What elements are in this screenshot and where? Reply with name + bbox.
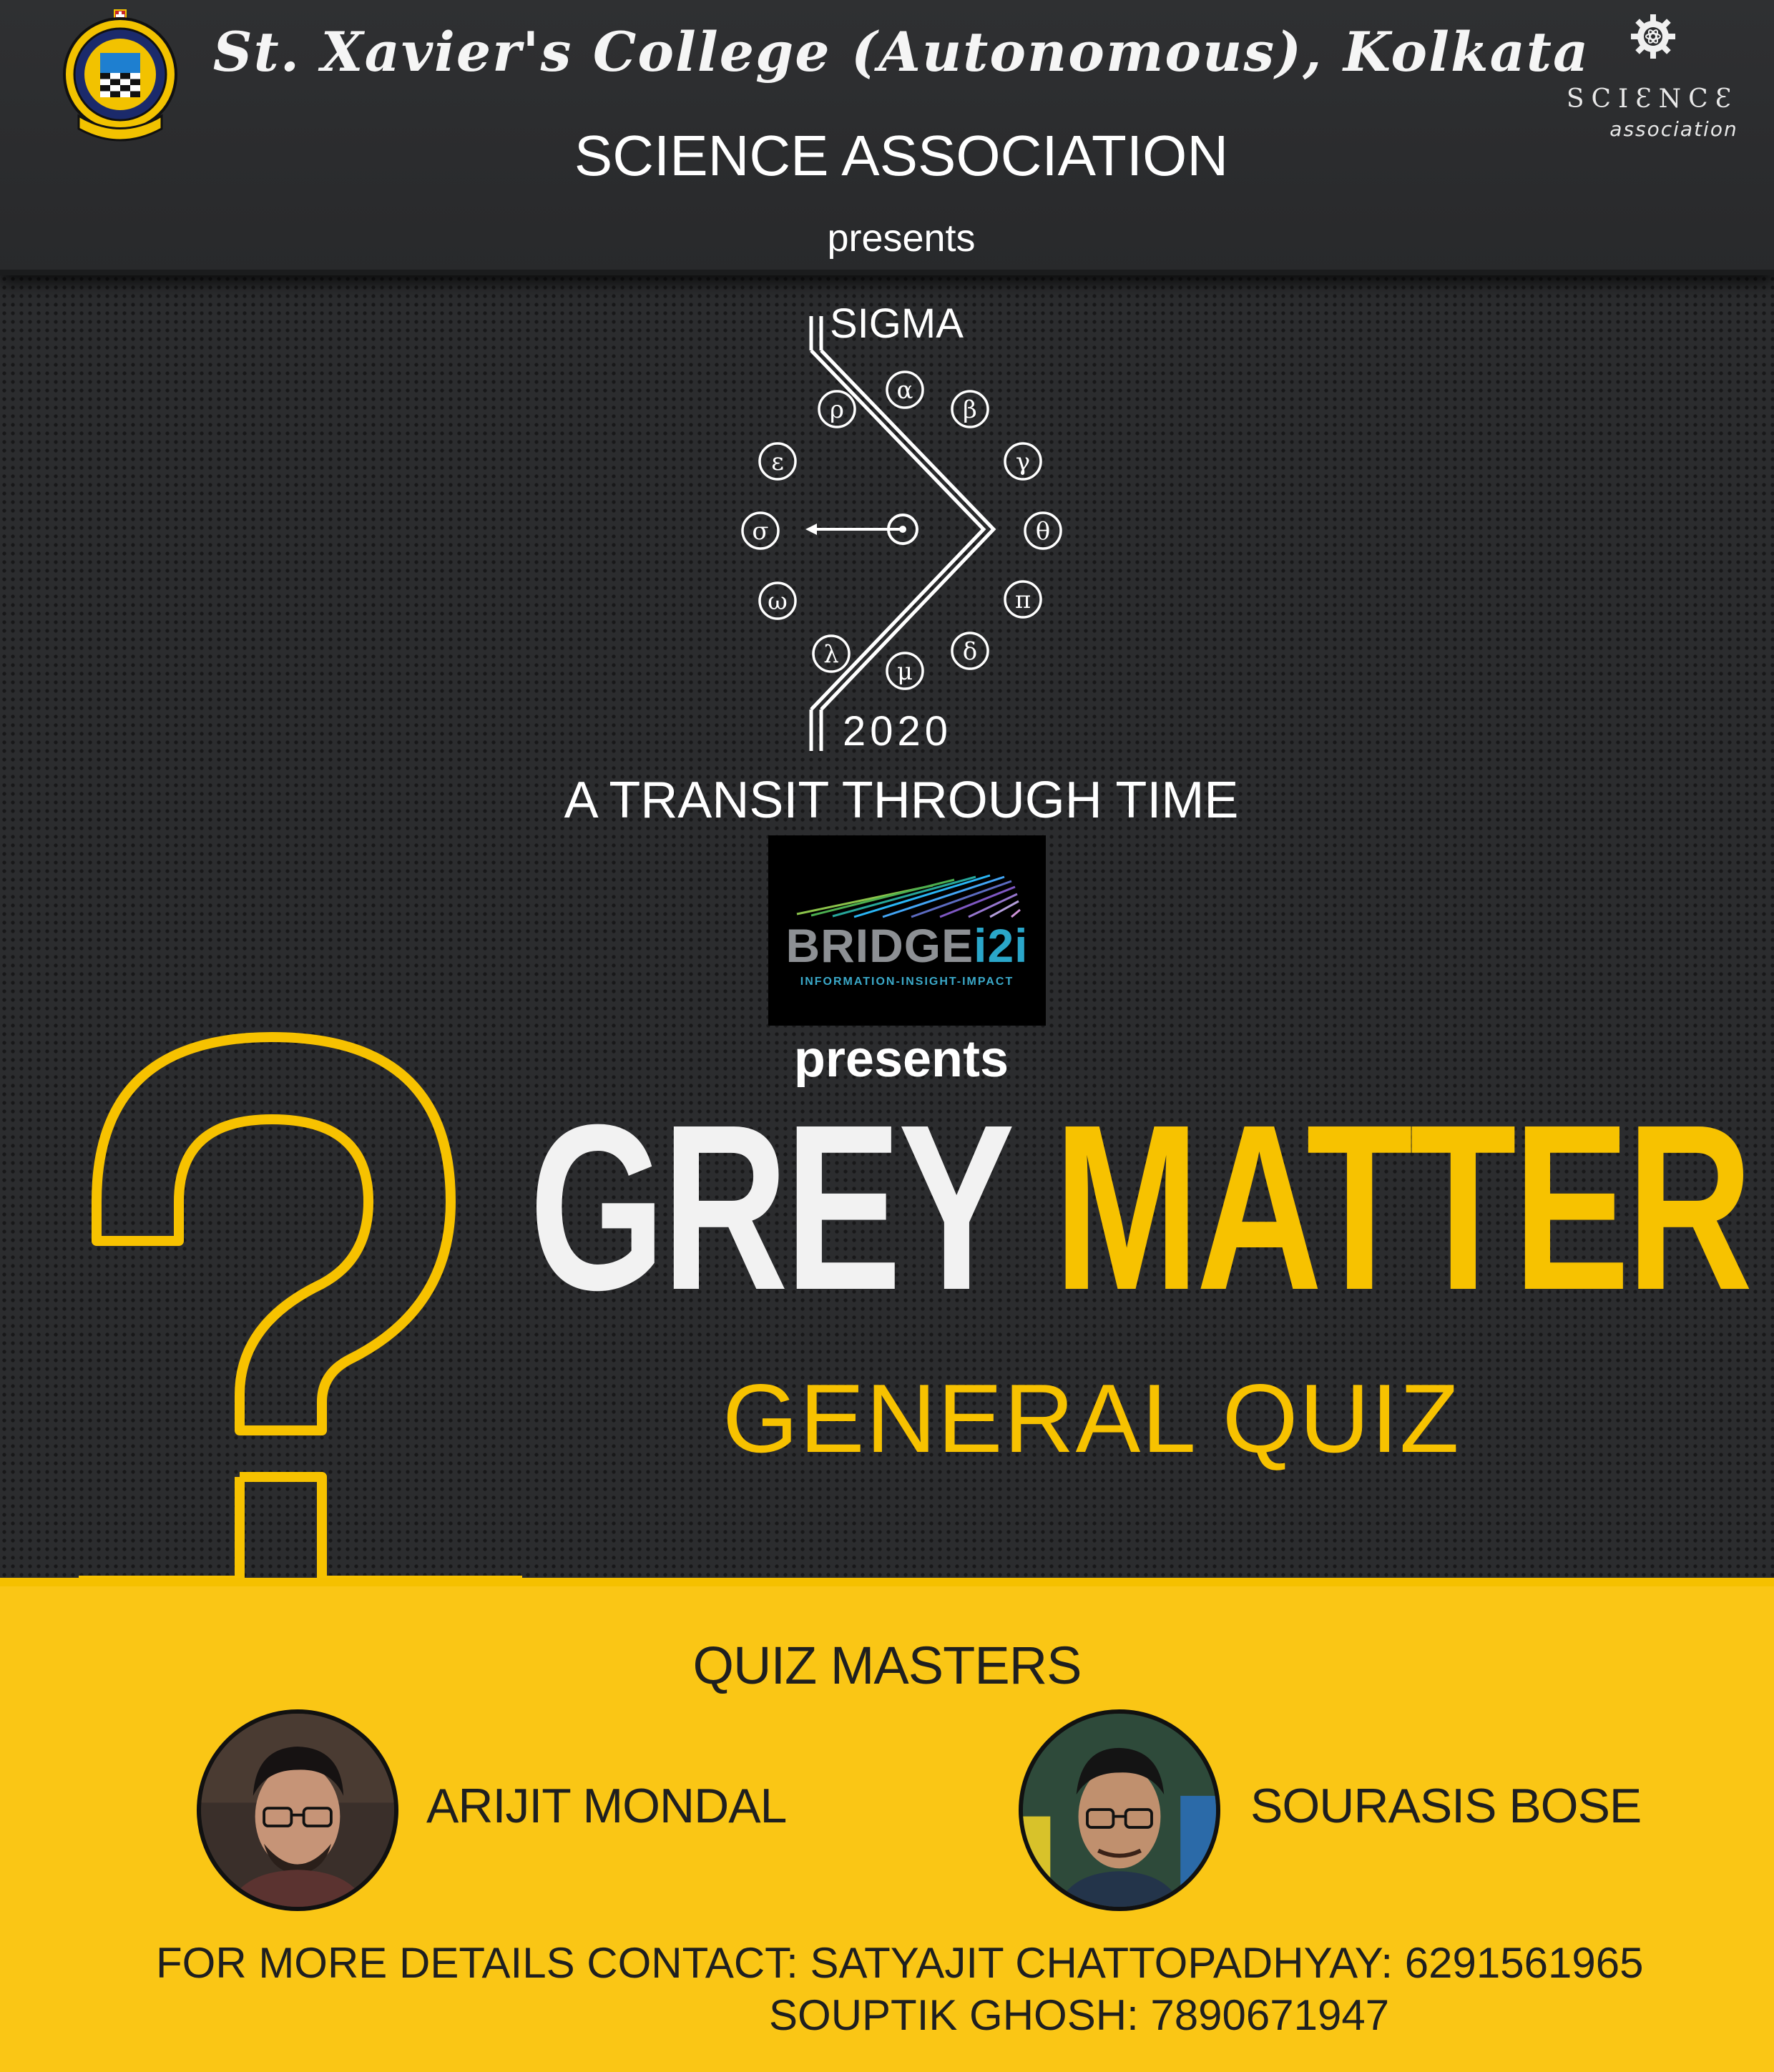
avatar-arijit xyxy=(197,1709,398,1911)
sigma-name: SIGMA xyxy=(830,300,964,347)
person-photo-icon xyxy=(1023,1714,1216,1907)
sigma-year: 2020 xyxy=(843,708,952,755)
header-band xyxy=(0,0,1774,275)
title-grey: GREY xyxy=(529,1075,1011,1339)
quiz-masters-heading: QUIZ MASTERS xyxy=(692,1636,1082,1695)
symbol-epsilon: ε xyxy=(771,448,784,476)
college-name: St. Xavier's College (Autonomous), Kolka… xyxy=(212,20,1590,84)
symbol-delta: δ xyxy=(963,637,977,666)
symbol-omega: ω xyxy=(768,587,788,616)
symbol-rho: ρ xyxy=(830,396,844,424)
person-photo-icon xyxy=(201,1714,394,1907)
symbol-sigma: σ xyxy=(752,517,768,546)
symbol-lambda: λ xyxy=(823,640,839,669)
college-crest-logo xyxy=(63,9,177,142)
event-title: GREY MATTER xyxy=(529,1079,1753,1336)
question-mark-graphic xyxy=(79,1032,522,1586)
sponsor-tagline: INFORMATION-INSIGHT-IMPACT xyxy=(800,976,1014,988)
science-word: SCIƐNCƐ xyxy=(1566,84,1739,114)
sigma-2020-logo: SIGMA 2020 α β γ θ π δ μ λ ω σ xyxy=(741,300,1062,755)
sponsor-brand-main: BRIDGE xyxy=(785,919,974,972)
avatar-sourasis xyxy=(1019,1709,1220,1911)
symbol-pi: π xyxy=(1015,586,1031,614)
contact-line-2: SOUPTIK GHOSH: 7890671947 xyxy=(769,1991,1390,2039)
gear-atom-icon xyxy=(1631,14,1675,59)
association-word: association xyxy=(1609,117,1738,141)
quiz-master-name-2: SOURASIS BOSE xyxy=(1250,1779,1642,1833)
sigma-tagline: A TRANSIT THROUGH TIME xyxy=(564,772,1239,829)
contact-line-1: FOR MORE DETAILS CONTACT: SATYAJIT CHATT… xyxy=(156,1939,1644,1987)
sponsor-presents-text: presents xyxy=(793,1031,1009,1088)
rays-graphic xyxy=(796,874,1021,918)
symbol-beta: β xyxy=(963,396,977,424)
event-subtitle: GENERAL QUIZ xyxy=(722,1364,1461,1473)
quiz-master-name-1: ARIJIT MONDAL xyxy=(426,1779,787,1833)
symbol-mu: μ xyxy=(897,657,913,686)
symbol-gamma: γ xyxy=(1016,448,1030,476)
presents-text: presents xyxy=(827,217,976,260)
symbol-alpha: α xyxy=(897,376,913,405)
symbol-theta: θ xyxy=(1036,517,1050,546)
sponsor-brand: BRIDGEi2i xyxy=(768,918,1046,973)
association-name: SCIENCE ASSOCIATION xyxy=(574,124,1229,187)
title-matter: MATTER xyxy=(1054,1075,1753,1339)
sponsor-brand-suffix: i2i xyxy=(974,919,1029,972)
sponsor-logo: BRIDGEi2i INFORMATION-INSIGHT-IMPACT xyxy=(768,835,1046,1026)
science-association-logo: SCIƐNCƐ association xyxy=(1559,13,1745,149)
